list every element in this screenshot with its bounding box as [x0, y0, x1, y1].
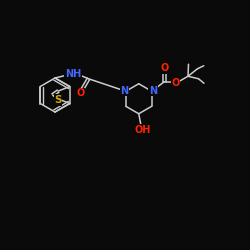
Text: O: O	[171, 78, 179, 88]
Text: NH: NH	[65, 69, 81, 79]
Text: OH: OH	[134, 125, 151, 135]
Text: O: O	[160, 63, 168, 73]
Text: O: O	[76, 88, 84, 98]
Text: N: N	[120, 86, 128, 96]
Text: N: N	[149, 86, 157, 96]
Text: S: S	[54, 95, 62, 105]
